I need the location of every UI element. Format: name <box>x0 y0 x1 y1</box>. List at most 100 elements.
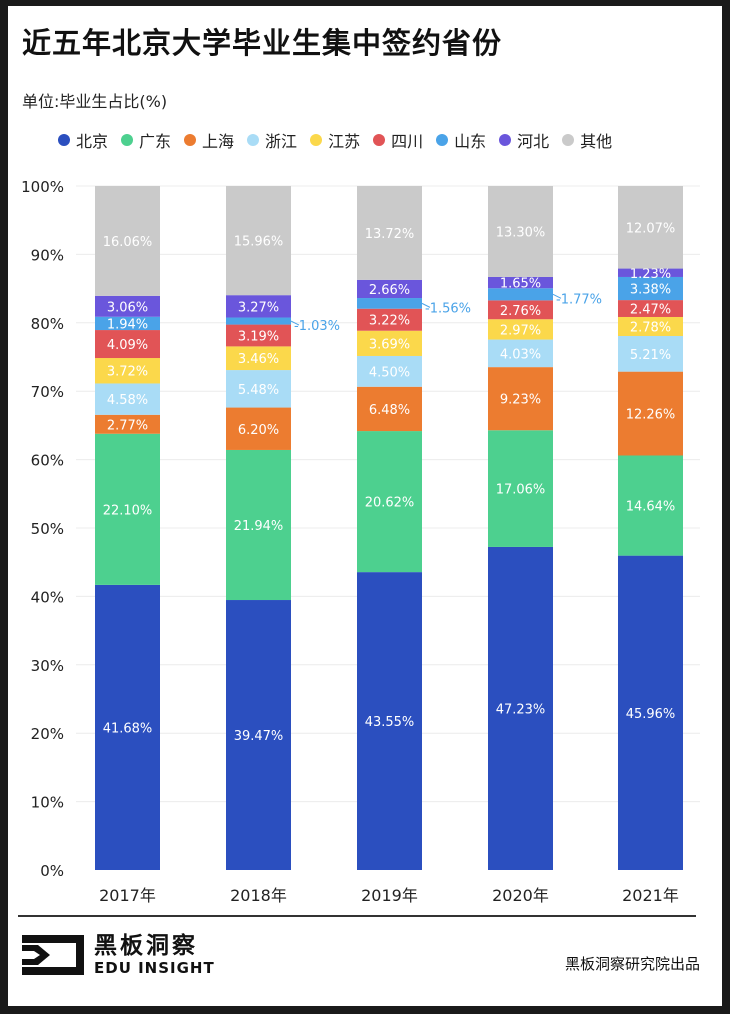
data-label: 22.10% <box>103 503 153 518</box>
legend-item: 上海 <box>184 128 234 152</box>
data-label: 3.69% <box>369 337 410 352</box>
bar-segment <box>357 386 422 432</box>
legend-item: 广东 <box>121 128 171 152</box>
data-label: 2.66% <box>369 283 410 298</box>
bar-segment <box>357 330 422 356</box>
logo-en: EDU INSIGHT <box>94 959 215 977</box>
bar-segment <box>488 430 553 547</box>
data-label: 13.30% <box>496 225 546 240</box>
legend-marker <box>499 134 512 146</box>
data-label-external: -1.77% <box>556 292 602 307</box>
data-label: 5.21% <box>630 348 671 363</box>
data-label: 1.94% <box>107 317 148 332</box>
data-label: 12.26% <box>626 408 676 423</box>
legend-marker <box>247 134 260 146</box>
bar-segment <box>618 276 683 301</box>
bar-segment <box>488 276 553 289</box>
data-label: 14.64% <box>626 500 676 515</box>
bar-segment <box>226 407 291 450</box>
bar-segment <box>95 330 160 359</box>
bar-segment <box>618 316 683 337</box>
bar-segment <box>488 186 553 277</box>
divider <box>18 915 696 917</box>
legend-item: 其他 <box>562 128 612 152</box>
data-label: 9.23% <box>500 393 541 408</box>
bar-segment <box>95 383 160 415</box>
legend: 北京 广东 上海 浙江 江苏 四川 山东 河北 其他 <box>58 128 612 152</box>
data-label: 2.76% <box>500 304 541 319</box>
data-label: 3.22% <box>369 314 410 329</box>
bar-segment <box>226 324 291 347</box>
x-tick-label: 2021年 <box>622 886 679 905</box>
data-label: 3.46% <box>238 352 279 367</box>
bar-segment <box>357 279 422 299</box>
data-label: 4.58% <box>107 393 148 408</box>
legend-marker <box>121 134 134 146</box>
legend-item: 浙江 <box>247 128 297 152</box>
data-label: 16.06% <box>103 235 153 250</box>
bar-segment <box>618 555 683 870</box>
bar-segment <box>488 319 553 340</box>
bar-segment <box>618 268 683 277</box>
credit: 黑板洞察研究院出品 <box>564 955 700 973</box>
bar-segment <box>95 358 160 384</box>
logo-eye-icon <box>22 935 84 975</box>
bar-segment <box>95 414 160 434</box>
data-label: 3.06% <box>107 300 148 315</box>
bar-segment <box>226 346 291 371</box>
bar-segment <box>226 317 291 325</box>
bar-segment <box>357 298 422 309</box>
y-tick-label: 20% <box>31 725 64 743</box>
legend-label: 四川 <box>391 132 424 151</box>
data-label: 3.19% <box>238 329 279 344</box>
legend-label: 广东 <box>139 132 172 151</box>
bar-segment <box>488 300 553 320</box>
data-label: 4.09% <box>107 338 148 353</box>
bar-segment <box>95 584 160 870</box>
data-label: 6.48% <box>369 403 410 418</box>
y-tick-label: 70% <box>31 383 64 401</box>
data-label: 3.38% <box>630 283 671 298</box>
bar-segment <box>618 300 683 317</box>
bar-segment <box>618 186 683 269</box>
legend-marker <box>58 134 70 146</box>
bar-segment <box>618 336 683 372</box>
bar-segment <box>357 355 422 387</box>
logo: 黑板洞察 EDU INSIGHT <box>20 933 215 977</box>
y-tick-label: 60% <box>31 452 64 470</box>
legend-marker <box>562 134 575 146</box>
legend-marker <box>436 134 449 146</box>
x-tick-label: 2019年 <box>361 886 418 905</box>
data-label: 1.23% <box>630 267 671 282</box>
data-label: 15.96% <box>234 235 284 250</box>
chart-title: 近五年北京大学毕业生集中签约省份 <box>22 26 503 60</box>
data-label: 2.97% <box>500 323 541 338</box>
leader-line <box>421 302 431 308</box>
y-tick-label: 90% <box>31 246 64 264</box>
bar-segment <box>488 546 553 870</box>
data-label: 39.47% <box>234 729 284 744</box>
x-tick-label: 2018年 <box>230 886 287 905</box>
data-label: 4.03% <box>500 347 541 362</box>
data-label: 20.62% <box>365 496 415 511</box>
data-label: 3.72% <box>107 365 148 380</box>
y-tick-label: 0% <box>40 862 64 880</box>
bar-segment <box>488 367 553 431</box>
y-tick-label: 40% <box>31 588 64 606</box>
data-label: 17.06% <box>496 483 546 498</box>
legend-marker <box>310 134 323 146</box>
data-label: 13.72% <box>365 227 415 242</box>
legend-label: 上海 <box>202 132 235 151</box>
bar-segment <box>618 455 683 556</box>
y-tick-label: 80% <box>31 315 64 333</box>
data-label: 2.77% <box>107 418 148 433</box>
bar-segment <box>95 186 160 296</box>
data-label: 12.07% <box>626 221 676 236</box>
y-tick-label: 50% <box>31 520 64 538</box>
legend-label: 北京 <box>76 132 109 151</box>
bar-segment <box>95 316 160 331</box>
y-tick-label: 10% <box>31 794 64 812</box>
leader-line <box>552 293 562 299</box>
data-label-external: -1.03% <box>294 319 340 334</box>
